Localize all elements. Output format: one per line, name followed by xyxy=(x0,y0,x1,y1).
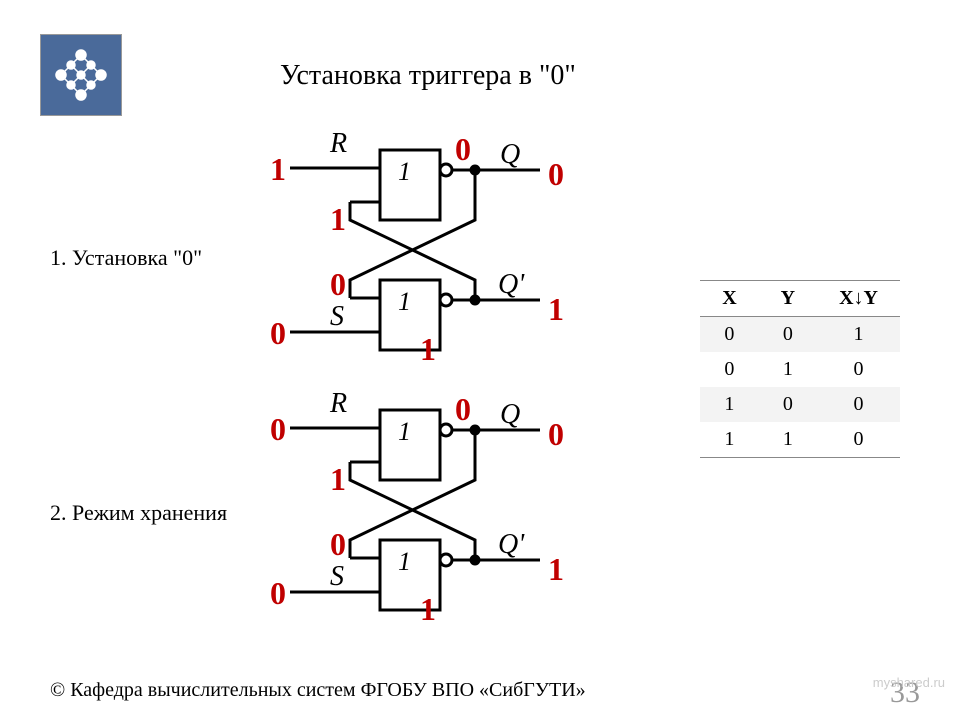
rs-latch-diagram-1: 1 1 R S Q Q' 1 0 1 0 0 1 0 1 xyxy=(270,130,580,370)
table-row: 0 1 0 xyxy=(700,352,900,387)
label-R: R xyxy=(329,130,347,159)
val-R: 1 xyxy=(270,151,286,187)
col-XnorY: X↓Y xyxy=(817,281,900,317)
gate-symbol: 1 xyxy=(398,157,411,186)
val-fb-top: 1 xyxy=(330,461,346,497)
val-fb-bottom: 0 xyxy=(330,526,346,562)
page-title: Установка триггера в "0" xyxy=(280,60,576,92)
val-out2-inner: 1 xyxy=(420,331,436,367)
gate-symbol: 1 xyxy=(398,417,411,446)
label-Q: Q xyxy=(500,399,520,430)
gate-symbol: 1 xyxy=(398,287,411,316)
table-row: 1 1 0 xyxy=(700,422,900,458)
label-Q: Q xyxy=(500,139,520,170)
val-Q: 0 xyxy=(548,156,564,192)
val-Qprime: 1 xyxy=(548,291,564,327)
table-row: 0 0 1 xyxy=(700,317,900,353)
val-out1-inner: 0 xyxy=(455,131,471,167)
diagram-2: 1 1 R S Q Q' 0 0 1 0 0 1 0 1 xyxy=(270,390,580,630)
diagram-1: 1 1 R S Q Q' 1 0 1 0 0 1 0 1 xyxy=(270,130,580,370)
table-header-row: X Y X↓Y xyxy=(700,281,900,317)
val-out1-inner: 0 xyxy=(455,391,471,427)
label-S: S xyxy=(330,301,344,332)
val-Qprime: 1 xyxy=(548,551,564,587)
watermark: myshared.ru xyxy=(873,675,945,690)
val-Q: 0 xyxy=(548,416,564,452)
label-S: S xyxy=(330,561,344,592)
logo xyxy=(40,34,122,116)
gate-symbol: 1 xyxy=(398,547,411,576)
val-S: 0 xyxy=(270,575,286,611)
val-fb-bottom: 0 xyxy=(330,266,346,302)
label-Qprime: Q' xyxy=(498,269,525,300)
col-X: X xyxy=(700,281,758,317)
val-fb-top: 1 xyxy=(330,201,346,237)
label-Qprime: Q' xyxy=(498,529,525,560)
truth-table: X Y X↓Y 0 0 1 0 1 0 1 0 0 1 1 0 xyxy=(700,280,900,458)
table-row: 1 0 0 xyxy=(700,387,900,422)
col-Y: Y xyxy=(759,281,817,317)
footer-copyright: © Кафедра вычислительных систем ФГОБУ ВП… xyxy=(50,679,586,702)
val-out2-inner: 1 xyxy=(420,591,436,627)
rs-latch-diagram-2: 1 1 R S Q Q' 0 0 1 0 0 1 0 1 xyxy=(270,390,580,630)
label-R: R xyxy=(329,390,347,419)
step2-label: 2. Режим хранения xyxy=(50,500,227,526)
val-R: 0 xyxy=(270,411,286,447)
val-S: 0 xyxy=(270,315,286,351)
step1-label: 1. Установка "0" xyxy=(50,245,202,271)
